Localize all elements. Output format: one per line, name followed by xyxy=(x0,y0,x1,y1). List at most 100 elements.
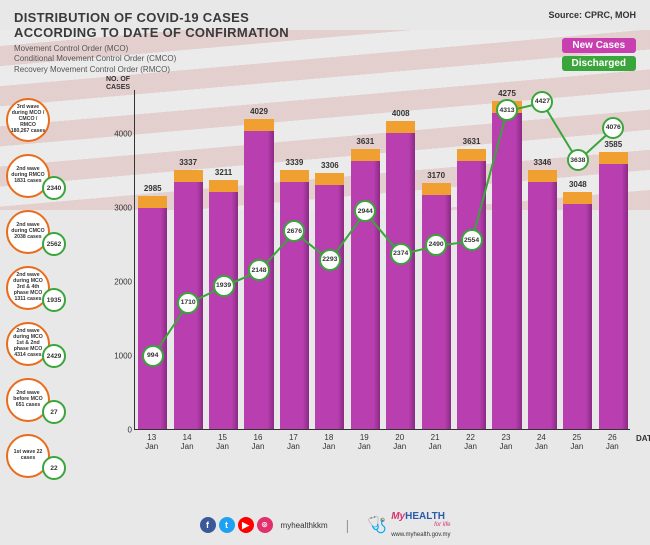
bar-value-label: 3211 xyxy=(209,168,238,177)
bar: 3631 xyxy=(457,161,486,429)
plot: 2985333732114029333933063631400831703631… xyxy=(134,90,630,430)
bar-cap xyxy=(563,192,592,204)
y-tick: 2000 xyxy=(114,278,132,287)
bar-value-label: 3631 xyxy=(351,137,380,146)
wave-badge-sub: 2562 xyxy=(42,232,66,256)
wave-badge: 2nd wave during RMCO 1831 cases2340 xyxy=(6,154,98,196)
bar-value-label: 3306 xyxy=(315,161,344,170)
bar-cap xyxy=(599,152,628,164)
y-tick: 3000 xyxy=(114,204,132,213)
bar-value-label: 3048 xyxy=(563,180,592,189)
line-point: 4076 xyxy=(602,117,624,139)
wave-badge: 3rd wave during MCO / CMCO / RMCO 180,26… xyxy=(6,98,98,140)
separator: | xyxy=(346,517,350,533)
bar-body xyxy=(599,164,628,429)
wave-badge-sub: 22 xyxy=(42,456,66,480)
x-tick: 20Jan xyxy=(382,434,417,452)
line-point: 1939 xyxy=(213,275,235,297)
bar-cap xyxy=(138,196,167,208)
y-axis: NO. OFCASES 01000200030004000 xyxy=(98,90,132,430)
bar-body xyxy=(209,192,238,429)
twitter-icon[interactable]: t xyxy=(219,517,235,533)
y-axis-label: NO. OFCASES xyxy=(98,76,138,91)
bar-body xyxy=(386,133,415,429)
wave-badge: 1st wave 22 cases22 xyxy=(6,434,98,476)
bar-value-label: 3339 xyxy=(280,158,309,167)
chart-area: NO. OFCASES 01000200030004000 2985333732… xyxy=(104,90,634,470)
bar-cap xyxy=(457,149,486,161)
bar-body xyxy=(422,195,451,429)
line-point: 1710 xyxy=(177,292,199,314)
brand-forlife: for life xyxy=(391,522,450,528)
x-tick: 17Jan xyxy=(276,434,311,452)
line-point: 2293 xyxy=(319,249,341,271)
bar: 2985 xyxy=(138,208,167,429)
bar-body xyxy=(315,185,344,429)
bar-body xyxy=(457,161,486,429)
wave-badge: 2nd wave during CMCO 2038 cases2562 xyxy=(6,210,98,252)
x-tick: 21Jan xyxy=(417,434,452,452)
wave-badge-sub: 2429 xyxy=(42,344,66,368)
x-tick: 16Jan xyxy=(240,434,275,452)
youtube-icon[interactable]: ▶ xyxy=(238,517,254,533)
bar: 3346 xyxy=(528,182,557,429)
bar-body xyxy=(528,182,557,429)
bar-value-label: 3337 xyxy=(174,158,203,167)
brand-my: My xyxy=(391,511,405,522)
instagram-icon[interactable]: ⌾ xyxy=(257,517,273,533)
wave-badges: 3rd wave during MCO / CMCO / RMCO 180,26… xyxy=(6,98,98,490)
bar-value-label: 4275 xyxy=(492,89,521,98)
bar-cap xyxy=(209,180,238,192)
bar-cap xyxy=(422,183,451,195)
footer: ft▶⌾ myhealthkkm | 🩺 MyHEALTH for life w… xyxy=(0,511,650,539)
legend: New Cases Discharged xyxy=(562,38,636,74)
wave-badge-sub: 1935 xyxy=(42,288,66,312)
line-point: 3638 xyxy=(567,149,589,171)
bar: 3048 xyxy=(563,204,592,429)
x-tick: 23Jan xyxy=(488,434,523,452)
subtitle-mco: Movement Control Order (MCO) xyxy=(14,44,289,54)
line-point: 2944 xyxy=(354,200,376,222)
subtitle-cmco: Conditional Movement Control Order (CMCO… xyxy=(14,54,289,64)
bar-cap xyxy=(351,149,380,161)
line-point: 994 xyxy=(142,345,164,367)
bar: 3585 xyxy=(599,164,628,429)
bar-value-label: 3585 xyxy=(599,140,628,149)
y-tick: 1000 xyxy=(114,352,132,361)
bar-value-label: 4008 xyxy=(386,109,415,118)
header: DISTRIBUTION OF COVID-19 CASES ACCORDING… xyxy=(0,0,650,77)
line-point: 4313 xyxy=(496,99,518,121)
wave-badge: 2nd wave before MCO 651 cases27 xyxy=(6,378,98,420)
bar-body xyxy=(138,208,167,429)
x-tick: 26Jan xyxy=(595,434,630,452)
bar: 3170 xyxy=(422,195,451,429)
wave-badge-sub: 27 xyxy=(42,400,66,424)
bar-value-label: 2985 xyxy=(138,184,167,193)
y-tick: 4000 xyxy=(114,130,132,139)
line-point: 2148 xyxy=(248,259,270,281)
line-point: 2490 xyxy=(425,234,447,256)
bar-value-label: 3631 xyxy=(457,137,486,146)
wave-badge-main: 3rd wave during MCO / CMCO / RMCO 180,26… xyxy=(6,98,50,142)
brand: 🩺 MyHEALTH for life www.myhealth.gov.my xyxy=(367,511,450,539)
facebook-icon[interactable]: f xyxy=(200,517,216,533)
social-block: ft▶⌾ myhealthkkm xyxy=(200,517,328,533)
bar-cap xyxy=(315,173,344,185)
bar-cap xyxy=(174,170,203,182)
bar: 3306 xyxy=(315,185,344,429)
brand-url: www.myhealth.gov.my xyxy=(391,532,450,538)
line-point: 2554 xyxy=(461,229,483,251)
legend-new-cases: New Cases xyxy=(562,38,636,53)
line-point: 4427 xyxy=(531,91,553,113)
bar-value-label: 3346 xyxy=(528,158,557,167)
x-tick: 25Jan xyxy=(559,434,594,452)
title-line2: ACCORDING TO DATE OF CONFIRMATION xyxy=(14,25,289,40)
x-tick: 15Jan xyxy=(205,434,240,452)
bar: 3211 xyxy=(209,192,238,429)
bar-cap xyxy=(244,119,273,131)
x-tick: 22Jan xyxy=(453,434,488,452)
brand-logo-icon: 🩺 xyxy=(367,515,387,535)
x-tick: 14Jan xyxy=(169,434,204,452)
bar-value-label: 3170 xyxy=(422,171,451,180)
x-axis-label: DATE xyxy=(636,434,650,443)
